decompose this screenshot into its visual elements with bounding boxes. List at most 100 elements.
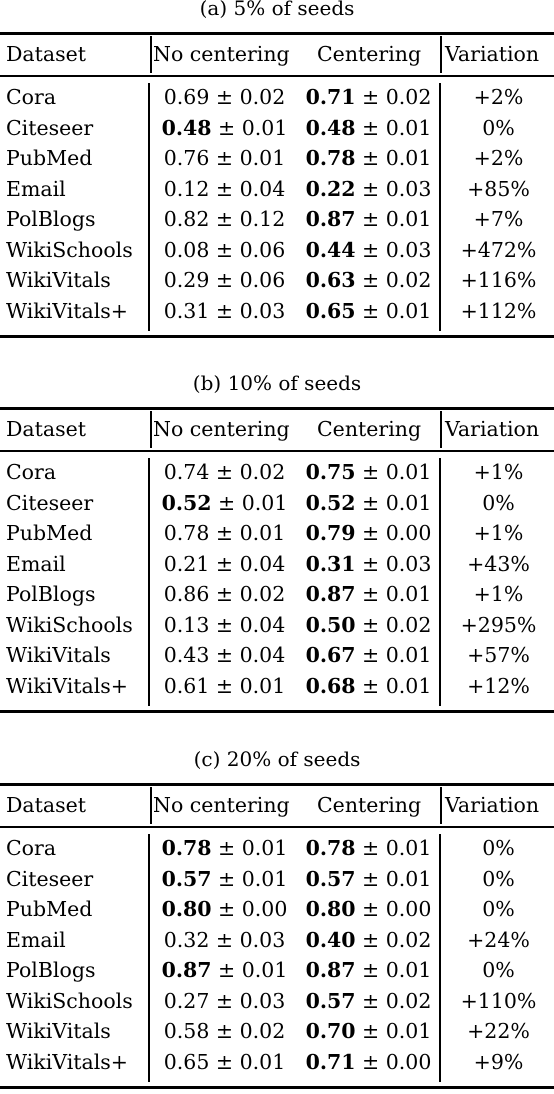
no-centering-mean: 0.48 (161, 115, 212, 140)
centering-sd: 0.01 (385, 1019, 432, 1043)
table-caption: (c) 20% of seeds (193, 747, 361, 771)
variation-value: +7% (473, 207, 524, 231)
mid-rule (0, 75, 554, 77)
results-table: (c) 20% of seeds Dataset No centering Cente… (0, 747, 554, 1090)
header-centering: Centering (317, 42, 422, 66)
centering-sd: 0.03 (385, 551, 432, 576)
variation-value: +57% (467, 643, 530, 667)
centering-sd: 0.02 (385, 268, 432, 292)
no-centering-value: 0.58 ± 0.02 (163, 1019, 286, 1043)
no-centering-sd: 0.02 (239, 582, 286, 606)
centering-value: 0.71 ± 0.00 (305, 1049, 432, 1074)
no-centering-value: 0.65 ± 0.01 (163, 1049, 286, 1074)
column-separator (148, 834, 150, 1082)
centering-sd: 0.01 (385, 207, 432, 231)
no-centering-sd: 0.04 (239, 176, 286, 201)
centering-sd: 0.01 (385, 958, 432, 982)
centering-sd: 0.00 (385, 897, 432, 921)
centering-sd: 0.00 (385, 521, 432, 545)
dataset-name: Cora (6, 85, 57, 109)
centering-mean: 0.70 (305, 1019, 356, 1043)
header-no-centering: No centering (153, 42, 290, 66)
centering-mean: 0.44 (305, 237, 356, 262)
no-centering-sd: 0.03 (239, 927, 286, 952)
centering-value: 0.48 ± 0.01 (305, 115, 432, 140)
no-centering-value: 0.43 ± 0.04 (163, 643, 286, 667)
no-centering-sd: 0.01 (241, 866, 288, 891)
variation-value: +116% (460, 268, 537, 292)
no-centering-value: 0.27 ± 0.03 (163, 988, 286, 1013)
header-column-separator (440, 787, 442, 824)
no-centering-mean: 0.43 (163, 643, 210, 667)
dataset-name: PolBlogs (6, 207, 96, 231)
no-centering-value: 0.13 ± 0.04 (163, 612, 286, 637)
variation-value: +1% (473, 460, 524, 484)
no-centering-mean: 0.87 (161, 958, 212, 982)
centering-value: 0.87 ± 0.01 (305, 207, 432, 231)
no-centering-value: 0.61 ± 0.01 (163, 673, 286, 698)
no-centering-mean: 0.32 (163, 927, 210, 952)
results-table: (b) 10% of seeds Dataset No centering Cente… (0, 371, 554, 714)
header-no-centering: No centering (153, 417, 290, 441)
header-centering: Centering (317, 417, 422, 441)
no-centering-sd: 0.12 (239, 207, 286, 231)
top-rule (0, 407, 554, 410)
no-centering-sd: 0.01 (241, 115, 288, 140)
no-centering-value: 0.31 ± 0.03 (163, 298, 286, 323)
header-column-separator (150, 411, 152, 448)
dataset-name: WikiVitals (6, 268, 111, 292)
results-table: (a) 5% of seeds Dataset No centering Center… (0, 0, 554, 339)
dataset-name: WikiVitals (6, 1019, 111, 1043)
dataset-name: Cora (6, 460, 57, 484)
no-centering-mean: 0.31 (163, 298, 210, 323)
dataset-name: WikiSchools (6, 988, 133, 1013)
centering-mean: 0.63 (305, 268, 356, 292)
centering-mean: 0.71 (305, 1049, 356, 1074)
centering-mean: 0.65 (305, 298, 356, 323)
dataset-name: Citeseer (6, 866, 94, 891)
no-centering-sd: 0.01 (239, 146, 286, 170)
centering-sd: 0.01 (385, 866, 432, 891)
dataset-name: Citeseer (6, 115, 94, 140)
centering-value: 0.78 ± 0.01 (305, 836, 432, 860)
centering-sd: 0.00 (385, 1049, 432, 1074)
dataset-name: WikiVitals+ (6, 673, 128, 698)
no-centering-mean: 0.29 (163, 268, 210, 292)
variation-value: 0% (482, 958, 515, 982)
header-variation: Variation (445, 793, 540, 817)
no-centering-value: 0.32 ± 0.03 (163, 927, 286, 952)
no-centering-mean: 0.13 (163, 612, 210, 637)
no-centering-value: 0.21 ± 0.04 (163, 551, 286, 576)
no-centering-value: 0.80 ± 0.00 (161, 897, 288, 921)
centering-mean: 0.67 (305, 643, 356, 667)
dataset-name: PubMed (6, 521, 93, 545)
centering-sd: 0.02 (385, 927, 432, 952)
centering-value: 0.40 ± 0.02 (305, 927, 432, 952)
centering-mean: 0.40 (305, 927, 356, 952)
dataset-name: Citeseer (6, 490, 94, 515)
centering-mean: 0.79 (305, 521, 356, 545)
table-caption: (b) 10% of seeds (192, 371, 362, 395)
column-separator (439, 834, 441, 1082)
dataset-name: PubMed (6, 897, 93, 921)
dataset-name: PolBlogs (6, 958, 96, 982)
no-centering-mean: 0.82 (163, 207, 210, 231)
dataset-name: Email (6, 551, 66, 576)
centering-value: 0.22 ± 0.03 (305, 176, 432, 201)
centering-mean: 0.50 (305, 612, 356, 637)
centering-value: 0.67 ± 0.01 (305, 643, 432, 667)
no-centering-sd: 0.04 (239, 643, 286, 667)
no-centering-mean: 0.78 (161, 836, 212, 860)
centering-sd: 0.01 (385, 298, 432, 323)
variation-value: +12% (467, 673, 530, 698)
no-centering-sd: 0.01 (241, 958, 288, 982)
dataset-name: PubMed (6, 146, 93, 170)
no-centering-sd: 0.04 (239, 612, 286, 637)
no-centering-mean: 0.27 (163, 988, 210, 1013)
centering-value: 0.70 ± 0.01 (305, 1019, 432, 1043)
centering-value: 0.80 ± 0.00 (305, 897, 432, 921)
centering-sd: 0.01 (385, 582, 432, 606)
no-centering-value: 0.12 ± 0.04 (163, 176, 286, 201)
no-centering-value: 0.87 ± 0.01 (161, 958, 288, 982)
no-centering-value: 0.78 ± 0.01 (161, 836, 288, 860)
